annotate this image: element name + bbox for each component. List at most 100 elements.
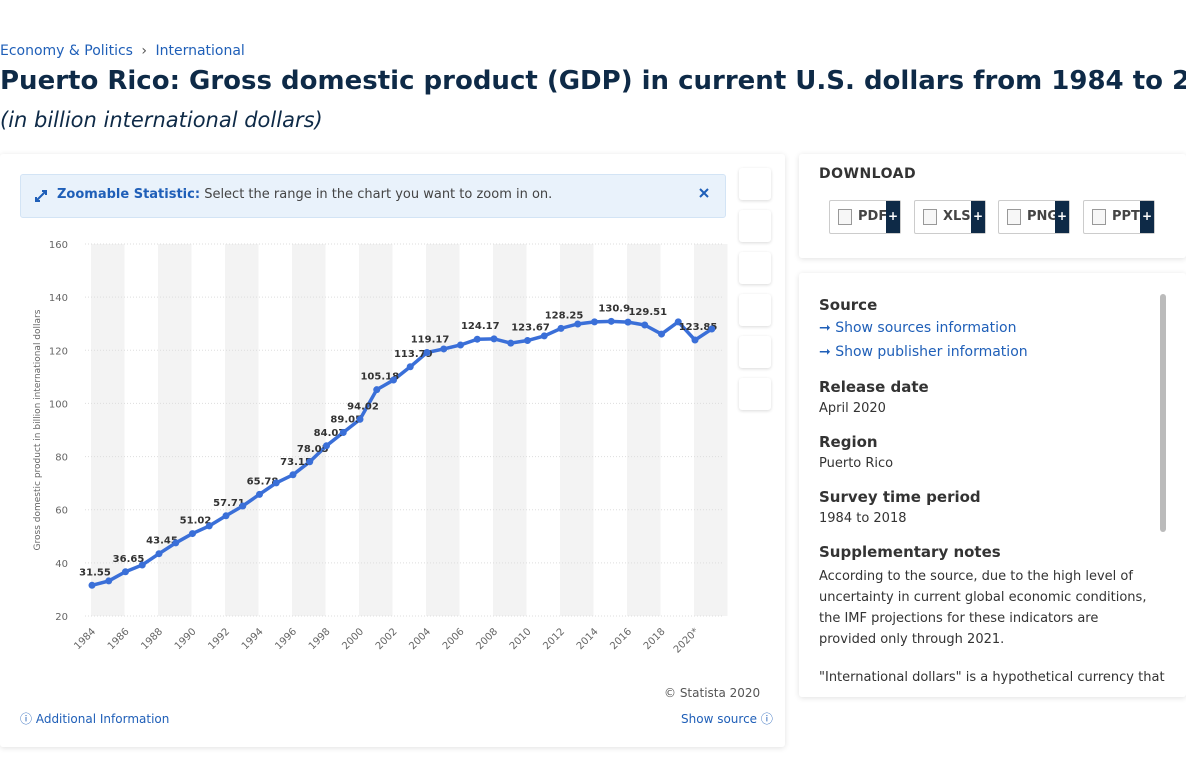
x-tick-label: 2006 bbox=[441, 626, 467, 652]
point bbox=[390, 376, 397, 384]
data-label: 65.78 bbox=[247, 476, 279, 487]
point bbox=[691, 336, 699, 344]
point bbox=[557, 324, 565, 332]
data-label: 57.71 bbox=[213, 498, 245, 509]
stripe bbox=[359, 244, 393, 616]
data-label: 124.17 bbox=[461, 321, 500, 332]
y-tick-label: 120 bbox=[49, 346, 68, 357]
x-tick-label: 1996 bbox=[273, 626, 299, 652]
y-tick-label: 160 bbox=[49, 240, 68, 251]
additional-info[interactable]: ⓘ Additional Information bbox=[20, 712, 170, 726]
stripe bbox=[627, 244, 661, 616]
point bbox=[155, 550, 163, 558]
point bbox=[105, 577, 113, 585]
point bbox=[289, 471, 297, 479]
publisher-link[interactable]: ➞ Show publisher information bbox=[819, 344, 1028, 360]
crumb[interactable]: International bbox=[155, 43, 245, 59]
y-tick-label: 40 bbox=[55, 559, 68, 570]
data-label: 128.25 bbox=[545, 310, 584, 321]
data-label: 94.02 bbox=[347, 401, 379, 412]
x-tick-label: 2018 bbox=[642, 626, 668, 652]
publisher-link-text[interactable]: Show publisher information bbox=[835, 344, 1028, 360]
point bbox=[658, 330, 665, 338]
point bbox=[323, 442, 330, 450]
plus[interactable]: + bbox=[1055, 201, 1069, 233]
cite-button[interactable] bbox=[739, 336, 771, 368]
download-card: DOWNLOAD PDF + XLS + PNG + PPT + bbox=[799, 154, 1186, 258]
settings-button[interactable] bbox=[739, 252, 771, 284]
data-label: 123.85 bbox=[679, 322, 718, 333]
scrollbar[interactable] bbox=[1160, 294, 1166, 532]
region-heading: Region bbox=[819, 433, 878, 451]
x-tick-label: 2014 bbox=[575, 626, 601, 652]
x-tick-label: 2008 bbox=[474, 626, 500, 652]
data-label: 113.79 bbox=[394, 349, 433, 360]
data-label: 123.67 bbox=[511, 323, 550, 334]
x-tick-label: 2020* bbox=[672, 626, 701, 655]
stripe bbox=[426, 244, 460, 616]
close-icon[interactable] bbox=[699, 188, 709, 198]
x-tick-label: 2010 bbox=[508, 626, 534, 652]
print-button[interactable] bbox=[739, 378, 771, 410]
point bbox=[306, 458, 314, 466]
format-label: XLS bbox=[943, 209, 971, 224]
share-button[interactable] bbox=[739, 294, 771, 326]
point bbox=[122, 568, 129, 576]
point bbox=[239, 502, 247, 510]
data-label: 73.15 bbox=[280, 457, 312, 468]
page-subtitle: (in billion international dollars) bbox=[0, 108, 323, 132]
crumb-sep: › bbox=[141, 43, 148, 59]
plus[interactable]: + bbox=[886, 201, 900, 233]
point bbox=[205, 522, 213, 530]
x-tick-label: 2016 bbox=[608, 626, 634, 652]
x-tick-label: 1992 bbox=[206, 626, 232, 652]
y-tick-label: 100 bbox=[49, 399, 68, 410]
data-label: 130.9 bbox=[598, 303, 630, 314]
release-value: April 2020 bbox=[819, 401, 886, 416]
expand-icon bbox=[35, 190, 47, 202]
region-value: Puerto Rico bbox=[819, 456, 894, 471]
point bbox=[708, 325, 716, 333]
point bbox=[256, 490, 263, 498]
additional-info-text[interactable]: Additional Information bbox=[35, 712, 170, 726]
point bbox=[674, 318, 682, 326]
format-label: PPT bbox=[1112, 209, 1140, 224]
release-heading: Release date bbox=[819, 378, 929, 396]
show-source[interactable]: Show source ⓘ bbox=[681, 712, 773, 726]
notes-heading: Supplementary notes bbox=[819, 543, 1001, 561]
zoom-banner: Zoomable Statistic: Select the range in … bbox=[20, 174, 726, 218]
crumb[interactable]: Economy & Politics bbox=[0, 43, 133, 59]
point bbox=[222, 512, 230, 520]
data-label: 105.18 bbox=[360, 372, 399, 383]
breadcrumb: Economy & Politics › International bbox=[0, 43, 245, 59]
data-label: 119.17 bbox=[411, 334, 450, 345]
info-card: Source ➞ Show sources information ➞ Show… bbox=[799, 273, 1186, 697]
zoom-text: Select the range in the chart you want t… bbox=[204, 187, 553, 202]
data-label: 51.02 bbox=[180, 516, 212, 527]
download-button[interactable]: PPT + bbox=[1083, 200, 1155, 234]
stripe bbox=[225, 244, 259, 616]
period-value: 1984 to 2018 bbox=[819, 511, 907, 526]
point bbox=[457, 341, 464, 349]
alert-button[interactable] bbox=[739, 210, 771, 242]
data-label: 89.05 bbox=[330, 415, 362, 426]
favorite-button[interactable] bbox=[739, 168, 771, 200]
download-button[interactable]: PDF + bbox=[829, 200, 901, 234]
data-label: 78.05 bbox=[297, 444, 329, 455]
x-tick-label: 2012 bbox=[541, 626, 567, 652]
download-button[interactable]: XLS + bbox=[914, 200, 986, 234]
source-link-text[interactable]: Show sources information bbox=[835, 320, 1017, 336]
plus[interactable]: + bbox=[1140, 201, 1154, 233]
x-tick-label: 2004 bbox=[407, 626, 433, 652]
stripe bbox=[158, 244, 192, 616]
point bbox=[423, 348, 431, 356]
x-tick-label: 1988 bbox=[139, 626, 165, 652]
show-source-text[interactable]: Show source bbox=[681, 712, 758, 726]
source-link[interactable]: ➞ Show sources information bbox=[819, 320, 1017, 336]
point bbox=[356, 415, 364, 423]
download-button[interactable]: PNG + bbox=[998, 200, 1070, 234]
data-label: 43.45 bbox=[146, 536, 178, 547]
point bbox=[406, 363, 414, 371]
point bbox=[373, 386, 381, 394]
plus[interactable]: + bbox=[971, 201, 985, 233]
